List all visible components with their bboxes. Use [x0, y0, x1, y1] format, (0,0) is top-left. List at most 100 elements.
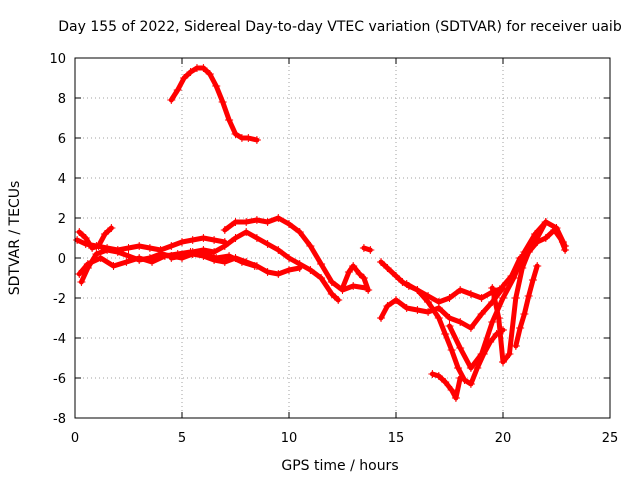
- data-point: [263, 268, 272, 276]
- y-tick-label: -6: [53, 372, 66, 387]
- data-point: [218, 98, 227, 106]
- data-point: [344, 268, 353, 276]
- data-point: [220, 226, 229, 234]
- x-tick-label: 15: [388, 431, 405, 446]
- data-point: [466, 380, 475, 388]
- data-point: [447, 346, 456, 354]
- data-point: [466, 290, 475, 298]
- data-point: [349, 262, 358, 270]
- data-point: [210, 236, 219, 244]
- data-point: [445, 294, 454, 302]
- plot-frame: [74, 57, 611, 419]
- data-point: [445, 322, 454, 330]
- data-point: [434, 304, 443, 312]
- data-point: [167, 254, 176, 262]
- data-point: [199, 234, 208, 242]
- data-point: [135, 256, 144, 264]
- data-point: [392, 296, 400, 304]
- data-point: [188, 236, 197, 244]
- data-point: [252, 136, 261, 144]
- data-point: [477, 310, 486, 318]
- data-point: [156, 250, 165, 258]
- data-point: [113, 248, 122, 256]
- axis-ticks: 0 5 10 15 20 25 -8 -6 -4 -2 0 2 4 6 8 10: [49, 52, 618, 446]
- data-point: [377, 314, 386, 322]
- data-point: [499, 294, 507, 302]
- data-point: [252, 216, 261, 224]
- data-point: [81, 234, 90, 242]
- data-point: [167, 242, 176, 250]
- data-point: [392, 272, 400, 280]
- data-point: [220, 242, 229, 250]
- data-point: [100, 230, 109, 238]
- data-point: [242, 218, 251, 226]
- data-point: [178, 252, 186, 260]
- data-point: [558, 238, 567, 246]
- data-point: [242, 258, 251, 266]
- data-point: [366, 246, 375, 254]
- data-point: [306, 266, 315, 274]
- data-point: [242, 228, 251, 236]
- data-point: [75, 270, 84, 278]
- data-point: [122, 258, 131, 266]
- series-line: [340, 263, 371, 293]
- data-point: [263, 240, 272, 248]
- x-axis-label: GPS time / hours: [281, 458, 398, 474]
- data-point: [533, 262, 542, 270]
- data-point: [210, 256, 219, 264]
- data-point: [451, 394, 460, 402]
- data-point: [402, 304, 411, 312]
- data-point: [541, 218, 550, 226]
- data-point: [173, 86, 182, 94]
- data-point: [274, 246, 283, 254]
- series-arc10: [359, 244, 375, 254]
- data-point: [434, 314, 443, 322]
- data-point: [456, 318, 465, 326]
- data-point: [212, 82, 221, 90]
- data-point: [398, 278, 407, 286]
- data-point: [499, 358, 507, 366]
- data-point: [124, 252, 133, 260]
- data-point: [413, 306, 422, 314]
- data-point: [524, 248, 533, 256]
- data-point: [377, 258, 386, 266]
- data-point: [295, 264, 304, 272]
- series-arc18: [499, 226, 567, 290]
- data-point: [533, 238, 542, 246]
- data-point: [77, 278, 86, 286]
- data-point: [334, 296, 343, 304]
- series-line: [404, 281, 506, 387]
- data-point: [428, 370, 437, 378]
- data-point: [285, 254, 293, 262]
- data-point: [327, 278, 336, 286]
- data-point: [488, 318, 497, 326]
- data-point: [167, 96, 176, 104]
- data-point: [186, 68, 195, 76]
- series-arc8: [167, 250, 304, 278]
- data-point: [92, 250, 101, 258]
- data-point: [494, 314, 503, 322]
- data-point: [359, 244, 368, 252]
- data-point: [231, 254, 240, 262]
- data-point: [109, 262, 118, 270]
- series-line: [378, 259, 506, 305]
- y-tick-label: -2: [53, 292, 66, 307]
- y-tick-label: 8: [58, 92, 66, 107]
- data-point: [73, 236, 82, 244]
- data-point: [180, 74, 189, 82]
- data-point: [516, 324, 525, 332]
- data-point: [94, 242, 103, 250]
- x-tick-label: 0: [71, 431, 79, 446]
- data-point: [306, 242, 315, 250]
- data-point: [424, 298, 433, 306]
- data-point: [355, 270, 364, 278]
- data-point: [454, 364, 463, 372]
- x-tick-label: 25: [602, 431, 619, 446]
- data-point: [188, 250, 197, 258]
- data-point: [466, 324, 475, 332]
- data-point: [220, 258, 229, 266]
- data-point: [541, 234, 550, 242]
- data-point: [317, 274, 326, 282]
- data-point: [561, 246, 570, 254]
- data-point: [488, 284, 497, 292]
